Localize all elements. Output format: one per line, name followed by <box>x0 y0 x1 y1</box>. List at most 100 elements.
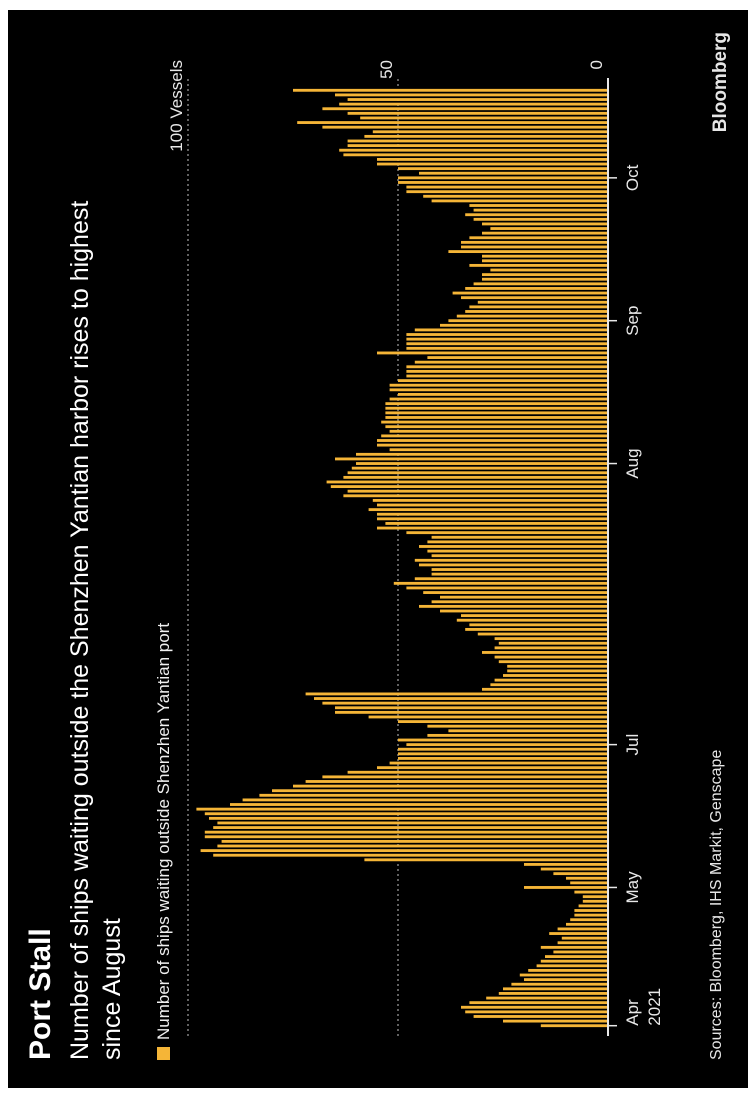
bar <box>213 826 608 829</box>
bar <box>473 217 608 221</box>
y-tick-label: 50 <box>377 60 396 79</box>
bar <box>524 886 608 889</box>
bar <box>482 231 608 235</box>
bar <box>477 632 608 636</box>
bar <box>498 641 608 645</box>
x-tick-label: Oct <box>623 164 642 191</box>
bar <box>494 646 609 650</box>
bar <box>343 475 608 479</box>
bar <box>242 798 608 802</box>
source-note: Sources: Bloomberg, IHS Markit, Genscape <box>708 749 725 1060</box>
bar <box>343 494 608 498</box>
bar <box>494 655 609 659</box>
bar <box>347 471 608 475</box>
bar <box>540 1024 608 1028</box>
bar <box>427 724 608 728</box>
bar <box>368 508 608 512</box>
bar <box>465 1010 609 1014</box>
bar <box>427 540 608 544</box>
bar <box>398 181 608 184</box>
bar <box>377 162 608 166</box>
bar <box>377 157 608 161</box>
bar <box>406 586 608 590</box>
bar <box>204 835 609 839</box>
bar <box>385 406 608 410</box>
bar <box>364 134 608 138</box>
bar <box>423 194 609 198</box>
bar <box>423 591 609 594</box>
bar <box>448 250 608 254</box>
bar <box>204 830 609 834</box>
bar <box>406 333 608 336</box>
bar <box>427 356 608 359</box>
bar <box>372 130 608 134</box>
x-tick-label: Aug <box>623 448 642 478</box>
bar <box>196 807 608 811</box>
bar <box>322 125 608 129</box>
bar <box>398 167 608 171</box>
chart-rotated-canvas: Port Stall Number of ships waiting outsi… <box>8 10 748 1088</box>
bar <box>200 849 608 853</box>
bar <box>561 936 608 940</box>
bar <box>431 600 608 604</box>
bar <box>406 342 608 346</box>
bar <box>524 862 608 866</box>
bar <box>431 199 608 203</box>
bar <box>406 369 608 373</box>
bar <box>419 171 608 175</box>
chart-frame: Port Stall Number of ships waiting outsi… <box>8 10 748 1088</box>
bar <box>414 558 608 562</box>
bar <box>490 227 608 230</box>
bar <box>406 190 608 194</box>
bar <box>339 102 608 106</box>
bar <box>452 291 608 295</box>
bar <box>456 314 608 318</box>
x-tick-label: Sep <box>623 306 642 336</box>
bar <box>540 945 608 949</box>
bar <box>385 411 608 415</box>
bar <box>335 93 608 97</box>
bar <box>322 775 608 779</box>
bar <box>469 305 608 309</box>
bar <box>490 683 608 687</box>
bar <box>503 1019 608 1023</box>
bar <box>570 918 609 922</box>
bar <box>570 881 609 885</box>
bar <box>377 517 608 521</box>
bar <box>406 185 608 189</box>
bar <box>406 365 608 369</box>
bar <box>230 803 608 806</box>
bar <box>473 282 608 286</box>
bar <box>259 793 608 797</box>
bar <box>469 623 608 627</box>
bar <box>377 512 608 516</box>
bar <box>498 660 608 664</box>
bar <box>574 890 609 894</box>
x-tick-label: Jul <box>623 734 642 756</box>
bar <box>398 738 608 742</box>
bar <box>419 545 608 548</box>
bar <box>465 287 609 290</box>
x-tick-label: May <box>623 871 642 904</box>
bar <box>406 346 608 350</box>
bar <box>339 148 608 152</box>
bar <box>578 904 608 908</box>
bar <box>536 964 608 968</box>
bar <box>582 895 608 899</box>
bar <box>566 876 608 880</box>
bar <box>473 1015 608 1018</box>
bar <box>448 319 608 323</box>
bar <box>335 706 608 710</box>
bar <box>385 416 608 419</box>
bar <box>335 710 608 714</box>
bar <box>398 747 608 751</box>
bar <box>305 780 608 783</box>
bar <box>389 429 608 433</box>
bar <box>217 821 608 825</box>
bar <box>360 116 609 120</box>
bar <box>389 388 608 392</box>
bar <box>335 457 608 461</box>
bar <box>406 337 608 341</box>
bar <box>406 374 608 378</box>
bar <box>398 392 608 396</box>
